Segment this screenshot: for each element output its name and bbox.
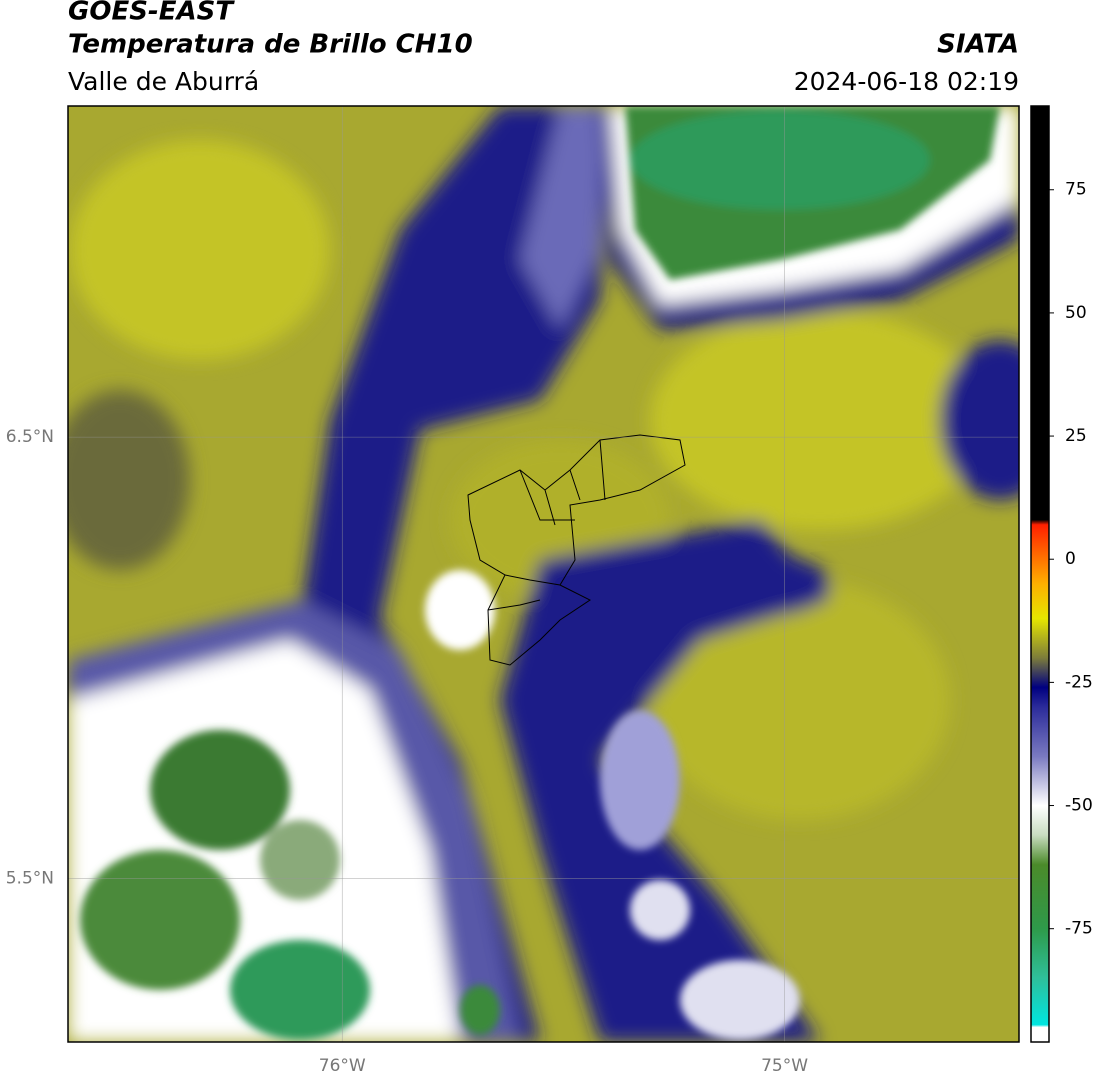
colorbar-tick-label: -75 (1065, 919, 1093, 939)
colorbar (1030, 105, 1050, 1043)
colorbar-tick-label: 75 (1065, 180, 1087, 200)
title: GOES-EAST (68, 0, 235, 27)
municipal-boundaries (467, 434, 686, 666)
lat-label: 6.5°N (6, 427, 54, 447)
lon-label: 76°W (319, 1056, 366, 1076)
satellite-image (68, 106, 1019, 1042)
colorbar-tick-label: 25 (1065, 426, 1087, 446)
colorbar-tick-label: 0 (1065, 549, 1076, 569)
region: Valle de Aburrá (68, 67, 259, 96)
colorbar-tick-label: 50 (1065, 303, 1087, 323)
lat-label: 5.5°N (6, 869, 54, 889)
map-frame (67, 105, 1020, 1043)
colorbar-tick-label: -50 (1065, 796, 1093, 816)
graticule (68, 106, 1019, 1042)
subtitle: Temperatura de Brillo CH10 (68, 30, 473, 60)
lon-label: 75°W (761, 1056, 808, 1076)
source: SIATA (937, 30, 1019, 60)
colorbar-tick-label: -25 (1065, 672, 1093, 692)
timestamp: 2024-06-18 02:19 (794, 67, 1019, 96)
